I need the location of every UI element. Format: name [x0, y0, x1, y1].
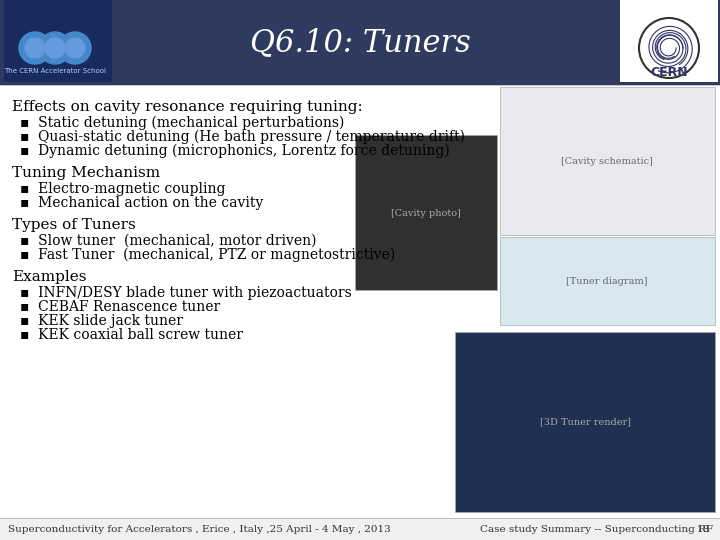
- Circle shape: [25, 38, 45, 58]
- Text: ▪  Quasi-static detuning (He bath pressure / temperature drift): ▪ Quasi-static detuning (He bath pressur…: [20, 130, 465, 144]
- Text: ▪  INFN/DESY blade tuner with piezoactuators: ▪ INFN/DESY blade tuner with piezoactuat…: [20, 286, 352, 300]
- FancyBboxPatch shape: [500, 87, 715, 235]
- FancyBboxPatch shape: [500, 237, 715, 325]
- Text: ▪  CEBAF Renascence tuner: ▪ CEBAF Renascence tuner: [20, 300, 220, 314]
- Text: Tuning Mechanism: Tuning Mechanism: [12, 166, 160, 180]
- Text: [3D Tuner render]: [3D Tuner render]: [539, 417, 631, 427]
- Text: Case study Summary -- Superconducting RF: Case study Summary -- Superconducting RF: [480, 524, 713, 534]
- Text: ▪  Mechanical action on the cavity: ▪ Mechanical action on the cavity: [20, 196, 264, 210]
- Text: Examples: Examples: [12, 270, 86, 284]
- Circle shape: [59, 32, 91, 64]
- Circle shape: [639, 18, 699, 78]
- Text: ▪  KEK coaxial ball screw tuner: ▪ KEK coaxial ball screw tuner: [20, 328, 243, 342]
- Text: ▪  Dynamic detuning (microphonics, Lorentz force detuning): ▪ Dynamic detuning (microphonics, Lorent…: [20, 144, 450, 158]
- Text: Superconductivity for Accelerators , Erice , Italy ,25 April - 4 May , 2013: Superconductivity for Accelerators , Eri…: [8, 524, 391, 534]
- Text: [Tuner diagram]: [Tuner diagram]: [566, 276, 648, 286]
- Text: CERN: CERN: [650, 65, 688, 78]
- FancyBboxPatch shape: [620, 0, 718, 82]
- Text: ▪  Slow tuner  (mechanical, motor driven): ▪ Slow tuner (mechanical, motor driven): [20, 234, 317, 248]
- Text: ▪  KEK slide jack tuner: ▪ KEK slide jack tuner: [20, 314, 183, 328]
- Text: The CERN Accelerator School: The CERN Accelerator School: [4, 68, 106, 74]
- Text: Types of Tuners: Types of Tuners: [12, 218, 136, 232]
- Text: [Cavity photo]: [Cavity photo]: [391, 208, 461, 218]
- Text: Effects on cavity resonance requiring tuning:: Effects on cavity resonance requiring tu…: [12, 100, 363, 114]
- FancyBboxPatch shape: [355, 135, 497, 290]
- Text: 18: 18: [697, 524, 710, 534]
- FancyBboxPatch shape: [0, 518, 720, 540]
- FancyBboxPatch shape: [0, 0, 720, 85]
- FancyBboxPatch shape: [455, 332, 715, 512]
- Circle shape: [39, 32, 71, 64]
- Text: ▪  Electro-magnetic coupling: ▪ Electro-magnetic coupling: [20, 182, 225, 196]
- Circle shape: [45, 38, 65, 58]
- Circle shape: [19, 32, 51, 64]
- FancyBboxPatch shape: [4, 0, 112, 82]
- Text: ▪  Static detuning (mechanical perturbations): ▪ Static detuning (mechanical perturbati…: [20, 116, 344, 130]
- Text: [Cavity schematic]: [Cavity schematic]: [561, 157, 653, 165]
- Circle shape: [65, 38, 85, 58]
- Text: ▪  Fast Tuner  (mechanical, PTZ or magnetostrictive): ▪ Fast Tuner (mechanical, PTZ or magneto…: [20, 248, 395, 262]
- Text: Q6.10: Tuners: Q6.10: Tuners: [250, 28, 470, 58]
